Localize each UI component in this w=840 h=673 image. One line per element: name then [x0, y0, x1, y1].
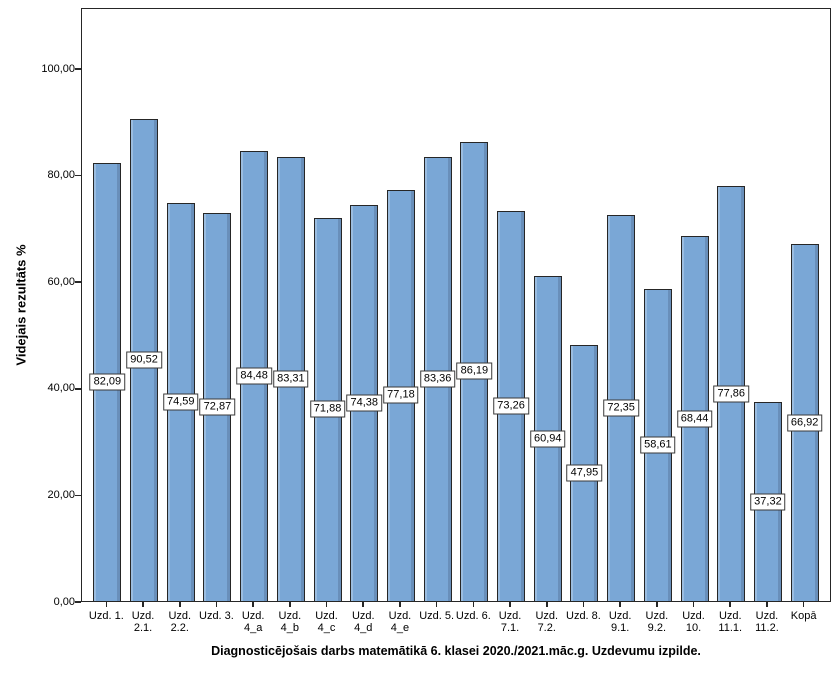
y-tick-mark [75, 388, 81, 390]
bar-value-label: 66,92 [786, 414, 823, 432]
x-tick-label: Uzd. 7.1. [498, 610, 522, 634]
bar-value-label: 77,18 [383, 386, 419, 404]
y-tick-label: 60,00 [47, 275, 75, 288]
x-tick-mark [545, 602, 548, 607]
x-tick-label: Uzd. 4_e [388, 610, 412, 634]
y-tick-label: 0,00 [53, 595, 75, 608]
y-tick-mark [75, 494, 81, 497]
x-tick-label: Uzd. 2.2. [168, 610, 192, 634]
bar-value-label: 77,86 [713, 385, 750, 403]
chart-title: Diagnosticējošais darbs matemātikā 6. kl… [211, 644, 701, 658]
x-tick-label: Uzd. 8. [566, 610, 601, 622]
x-tick-label: Kopā [790, 610, 817, 622]
x-tick-mark [692, 602, 695, 607]
plot-area: 82,09 90,52 74,59 72,87 84,48 83,31 71,88 74,38… [81, 8, 831, 602]
x-tick-mark [472, 602, 475, 607]
x-tick-mark [435, 602, 438, 607]
bar-value-label: 86,19 [456, 362, 493, 380]
x-tick-label: Uzd. 4_a [241, 610, 265, 634]
x-tick-mark [766, 602, 768, 607]
x-tick-mark [656, 602, 658, 607]
bar-value-label: 73,26 [493, 397, 529, 415]
y-tick-mark [75, 174, 81, 177]
x-tick-label: Uzd. 4_d [351, 610, 375, 634]
x-tick-mark [362, 602, 365, 607]
x-tick-mark [619, 602, 621, 607]
x-tick-label: Uzd. 4_c [315, 610, 338, 634]
x-tick-mark [105, 602, 108, 607]
y-tick-label: 100,00 [41, 62, 75, 75]
bar-value-label: 37,32 [750, 493, 786, 511]
x-tick-mark [729, 602, 732, 607]
x-tick-label: Uzd. 11.2. [755, 610, 779, 634]
y-tick-label: 80,00 [47, 169, 75, 182]
bar-value-label: 82,09 [89, 373, 126, 391]
x-tick-mark [215, 602, 218, 607]
x-tick-label: Uzd. 4_b [278, 610, 302, 634]
x-tick-mark [582, 602, 585, 607]
y-axis-title: Videjais rezultāts % [13, 244, 29, 366]
x-tick-mark [509, 602, 511, 607]
x-tick-label: Uzd. 3. [199, 610, 234, 622]
x-tick-label: Uzd. 7.2. [535, 610, 559, 634]
bar-value-label: 71,88 [309, 400, 346, 418]
x-tick-label: Uzd. 6. [455, 610, 491, 622]
x-tick-mark [178, 602, 181, 607]
x-tick-mark [289, 602, 291, 607]
x-tick-label: Uzd. 9.1. [608, 610, 632, 634]
y-tick-mark [75, 68, 81, 70]
x-tick-label: Uzd. 5. [419, 610, 455, 622]
y-tick-mark [75, 281, 81, 283]
bar-value-label: 84,48 [236, 367, 272, 385]
x-tick-label: Uzd. 11.1. [718, 610, 743, 634]
bar-value-label: 83,31 [273, 370, 309, 388]
bar-value-label: 72,87 [199, 398, 236, 416]
bar-value-label: 74,38 [346, 394, 383, 412]
x-tick-mark [802, 602, 805, 607]
bar-value-label: 47,95 [566, 464, 603, 482]
x-tick-mark [142, 602, 144, 607]
bar-value-label: 58,61 [640, 436, 676, 454]
bar-value-label: 74,59 [162, 393, 199, 411]
bar-value-label: 68,44 [676, 410, 713, 428]
x-tick-mark [252, 602, 254, 607]
y-tick-label: 20,00 [47, 488, 75, 501]
x-tick-mark [325, 602, 328, 607]
x-tick-label: Uzd. 10. [682, 610, 705, 634]
y-tick-mark [75, 601, 81, 603]
x-tick-label: Uzd. 1. [88, 610, 124, 622]
x-tick-label: Uzd. 9.2. [645, 610, 669, 634]
bar-value-label: 72,35 [603, 399, 639, 417]
bar-value-label: 83,36 [419, 370, 456, 388]
bar-value-label: 90,52 [126, 351, 162, 369]
x-tick-label: Uzd. 2.1. [131, 610, 155, 634]
x-tick-mark [399, 602, 401, 607]
bar-value-label: 60,94 [529, 430, 566, 448]
y-tick-label: 40,00 [47, 382, 75, 395]
